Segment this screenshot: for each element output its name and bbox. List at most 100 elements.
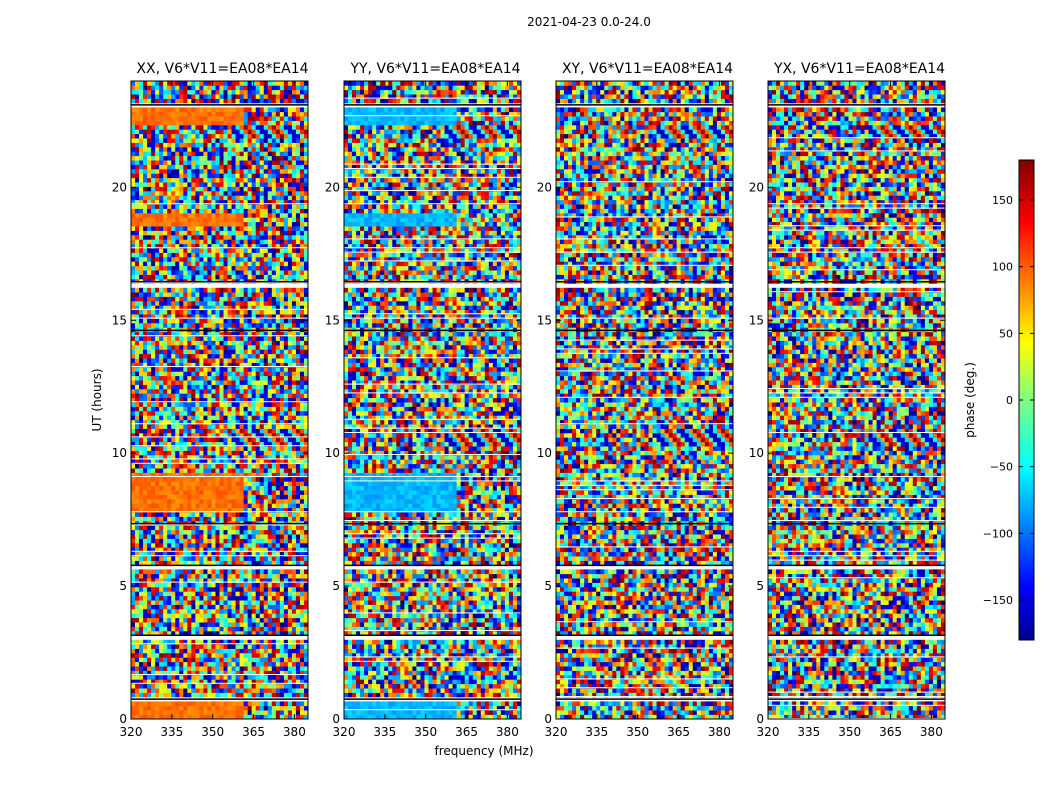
phase-cell — [220, 644, 224, 649]
panels-layer: XX, V6*V11=EA08*EA14320 335 350 365 38005101… — [112, 61, 946, 739]
phase-cell — [228, 662, 232, 667]
phase-cell — [135, 556, 139, 561]
phase-cell — [256, 613, 260, 618]
phase-cell — [187, 556, 191, 561]
phase-cell — [191, 688, 195, 693]
phase-cell — [167, 574, 171, 579]
phase-cell — [147, 675, 151, 680]
phase-cell — [236, 561, 240, 566]
phase-cell — [203, 653, 207, 658]
phase-cell — [179, 693, 183, 698]
phase-cell — [252, 596, 256, 601]
phase-cell — [272, 657, 276, 662]
phase-cell — [147, 613, 151, 618]
phase-cell — [139, 701, 143, 706]
phase-cell — [155, 605, 159, 610]
phase-cell — [292, 539, 296, 544]
phase-cell — [163, 688, 167, 693]
phase-cell — [203, 609, 207, 614]
phase-cell — [276, 644, 280, 649]
phase-cell — [155, 684, 159, 689]
phase-cell — [300, 653, 304, 658]
phase-cell — [264, 666, 268, 671]
row-gap — [131, 674, 308, 675]
phase-cell — [220, 618, 224, 623]
phase-cell — [268, 539, 272, 544]
phase-cell — [171, 556, 175, 561]
phase-cell — [256, 657, 260, 662]
phase-cell — [143, 591, 147, 596]
phase-cell — [155, 574, 159, 579]
phase-cell — [232, 600, 236, 605]
phase-cell — [203, 591, 207, 596]
phase-cell — [179, 561, 183, 566]
phase-cell — [252, 675, 256, 680]
phase-cell — [244, 701, 248, 706]
phase-cell — [183, 587, 187, 592]
phase-cell — [232, 688, 236, 693]
phase-cell — [236, 710, 240, 715]
phase-cell — [163, 543, 167, 548]
phase-cell — [300, 591, 304, 596]
phase-cell — [300, 675, 304, 680]
phase-cell — [171, 591, 175, 596]
phase-cell — [151, 627, 155, 632]
phase-cell — [167, 596, 171, 601]
phase-cell — [224, 653, 228, 658]
phase-cell — [232, 675, 236, 680]
phase-cell — [256, 693, 260, 698]
phase-cell — [288, 574, 292, 579]
phase-cell — [260, 591, 264, 596]
phase-cell — [187, 587, 191, 592]
phase-cell — [288, 710, 292, 715]
phase-cell — [187, 688, 191, 693]
phase-cell — [280, 684, 284, 689]
phase-cell — [199, 561, 203, 566]
phase-cell — [256, 644, 260, 649]
phase-cell — [155, 561, 159, 566]
phase-cell — [288, 609, 292, 614]
phase-cell — [211, 688, 215, 693]
phase-cell — [147, 701, 151, 706]
phase-cell — [179, 653, 183, 658]
phase-cell — [135, 574, 139, 579]
phase-cell — [220, 627, 224, 632]
phase-cell — [155, 644, 159, 649]
phase-cell — [143, 662, 147, 667]
phase-cell — [300, 556, 304, 561]
phase-cell — [264, 644, 268, 649]
phase-cell — [272, 666, 276, 671]
phase-cell — [211, 706, 215, 711]
phase-cell — [151, 662, 155, 667]
phase-cell — [280, 618, 284, 623]
phase-cell — [296, 618, 300, 623]
phase-cell — [248, 706, 252, 711]
phase-cell — [139, 710, 143, 715]
phase-cell — [203, 618, 207, 623]
phase-cell — [288, 587, 292, 592]
phase-cell — [179, 644, 183, 649]
phase-cell — [232, 710, 236, 715]
phase-cell — [175, 609, 179, 614]
phase-cell — [151, 534, 155, 539]
phase-cell — [244, 591, 248, 596]
phase-cell — [268, 627, 272, 632]
phase-cell — [260, 675, 264, 680]
phase-cell — [244, 649, 248, 654]
phase-cell — [203, 706, 207, 711]
phase-cell — [224, 539, 228, 544]
phase-cell — [207, 710, 211, 715]
phase-cell — [276, 574, 280, 579]
phase-cell — [232, 556, 236, 561]
phase-cell — [244, 688, 248, 693]
phase-cell — [280, 591, 284, 596]
phase-cell — [131, 701, 135, 706]
phase-cell — [252, 688, 256, 693]
phase-cell — [143, 688, 147, 693]
phase-cell — [139, 613, 143, 618]
phase-cell — [131, 710, 135, 715]
phase-cell — [268, 644, 272, 649]
phase-cell — [187, 666, 191, 671]
phase-cell — [139, 574, 143, 579]
phase-cell — [252, 569, 256, 574]
